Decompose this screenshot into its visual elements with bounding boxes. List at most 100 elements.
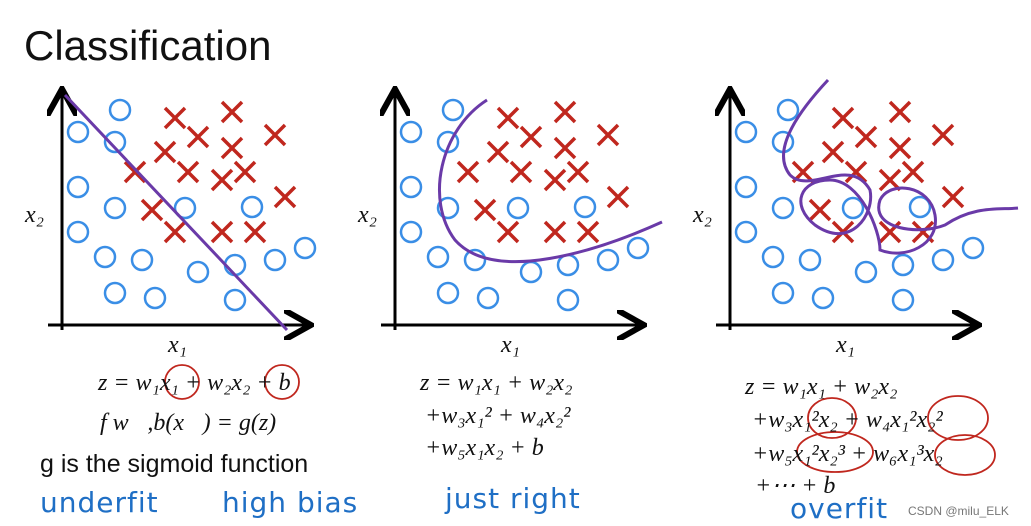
handwritten-note: high bias — [222, 486, 358, 519]
y-axis-label: x₂ — [692, 202, 712, 228]
class-1-point — [273, 185, 297, 209]
class-0-point — [854, 260, 878, 284]
annotations — [164, 364, 996, 476]
class-1-point — [123, 160, 147, 184]
class-0-point — [556, 253, 580, 277]
class-0-point — [734, 120, 758, 144]
class-1-point — [606, 185, 630, 209]
class-1-point — [941, 185, 965, 209]
class-0-point — [173, 196, 197, 220]
class-0-point — [734, 220, 758, 244]
class-0-point — [66, 220, 90, 244]
class-0-point — [240, 195, 264, 219]
class-1-point — [163, 220, 187, 244]
handwritten-note: just right — [444, 482, 581, 515]
class-1-point — [831, 106, 855, 130]
class-1-point — [901, 160, 925, 184]
class-0-point — [476, 286, 500, 310]
decision-boundary — [437, 98, 663, 263]
class-1-point — [553, 136, 577, 160]
formula: +w₅x₁x₂ + b — [425, 435, 544, 461]
class-1-point — [496, 220, 520, 244]
class-1-point — [220, 136, 244, 160]
plots: x₂ x₁ x₂ x₁ x₂ x₁ — [24, 92, 985, 358]
class-1-point — [888, 136, 912, 160]
class-0-point — [399, 175, 423, 199]
class-0-point — [130, 248, 154, 272]
watermark: CSDN @milu_ELK — [908, 504, 1009, 518]
x-axis-label: x₁ — [500, 332, 520, 358]
class-1-point — [931, 123, 955, 147]
class-0-point — [596, 248, 620, 272]
class-0-point — [103, 281, 127, 305]
class-1-point — [543, 220, 567, 244]
x-axis-label: x₁ — [167, 332, 187, 358]
class-1-point — [888, 100, 912, 124]
class-0-point — [223, 253, 247, 277]
class-0-point — [771, 196, 795, 220]
class-1-point — [176, 160, 200, 184]
class-1-point — [186, 125, 210, 149]
class-1-point — [220, 100, 244, 124]
class-0-point — [506, 196, 530, 220]
class-0-point — [293, 236, 317, 260]
class-1-point — [263, 123, 287, 147]
slide-title: Classification — [24, 22, 271, 69]
formula: f w⃗,b(x⃗) = g(z) — [100, 410, 276, 436]
class-0-point — [626, 236, 650, 260]
y-axis-label: x₂ — [24, 202, 44, 228]
class-0-point — [66, 175, 90, 199]
decision-boundary — [782, 78, 1019, 255]
class-1-point — [486, 140, 510, 164]
class-1-point — [519, 125, 543, 149]
formula: +w₅x₁²x₂³ + w₆x₁³x₂ — [752, 441, 943, 467]
class-0-point — [734, 175, 758, 199]
y-axis-label: x₂ — [357, 202, 377, 228]
class-0-point — [436, 196, 460, 220]
class-0-point — [399, 120, 423, 144]
class-0-point — [761, 245, 785, 269]
class-0-point — [931, 248, 955, 272]
class-0-point — [103, 130, 127, 154]
class-1-point — [821, 140, 845, 164]
formula: z = w₁x₁ + w₂x₂ + b — [97, 370, 291, 396]
class-1-point — [596, 123, 620, 147]
formula: z = w₁x₁ + w₂x₂ — [744, 374, 897, 400]
class-1-point — [553, 100, 577, 124]
class-0-point — [436, 281, 460, 305]
class-1-point — [844, 160, 868, 184]
class-0-point — [811, 286, 835, 310]
class-0-point — [399, 220, 423, 244]
class-0-point — [223, 288, 247, 312]
class-1-point — [243, 220, 267, 244]
class-0-point — [556, 288, 580, 312]
class-0-point — [436, 130, 460, 154]
formula: z = w₁x₁ + w₂x₂ — [419, 370, 572, 396]
class-1-point — [543, 168, 567, 192]
decision-boundary — [63, 93, 289, 332]
class-1-point — [163, 106, 187, 130]
formula: +⋯ + b — [755, 473, 835, 499]
class-1-point — [210, 220, 234, 244]
class-0-point — [891, 253, 915, 277]
class-1-point — [456, 160, 480, 184]
class-1-point — [878, 168, 902, 192]
class-0-point — [441, 98, 465, 122]
class-1-point — [210, 168, 234, 192]
class-1-point — [854, 125, 878, 149]
class-0-point — [103, 196, 127, 220]
class-0-point — [93, 245, 117, 269]
class-0-point — [519, 260, 543, 284]
class-1-point — [509, 160, 533, 184]
class-0-point — [186, 260, 210, 284]
class-1-point — [473, 198, 497, 222]
class-1-point — [566, 160, 590, 184]
handwritten-note: underfit — [40, 486, 159, 519]
formula: +w₃x₁²x₂ + w₄x₁²x₂² — [752, 407, 943, 433]
class-1-point — [233, 160, 257, 184]
class-0-point — [891, 288, 915, 312]
class-1-point — [808, 198, 832, 222]
class-0-point — [463, 248, 487, 272]
class-0-point — [771, 281, 795, 305]
